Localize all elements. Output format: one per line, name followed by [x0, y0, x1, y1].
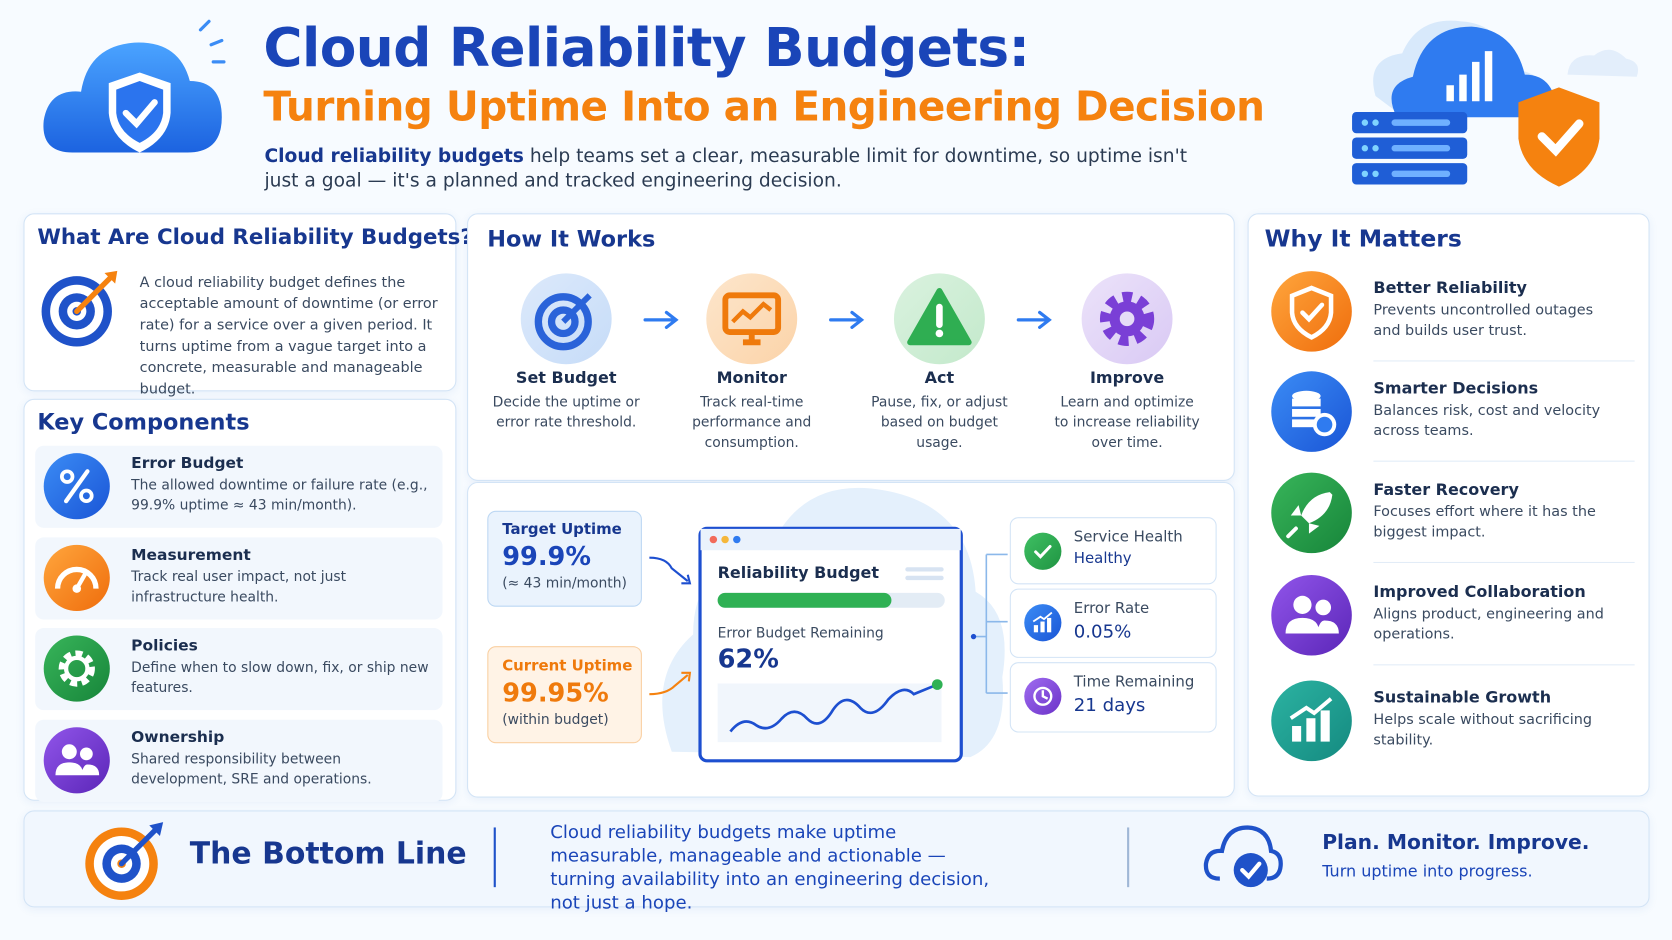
stat-label: Error Rate — [1073, 600, 1150, 618]
component-text: Define when to slow down, fix, or ship n… — [131, 660, 429, 697]
intro: Cloud reliability budgets help teams set… — [264, 145, 1224, 194]
why-title: Faster Recovery — [1373, 479, 1519, 500]
bottom-panel — [23, 810, 1650, 908]
stat-label: Time Remaining — [1073, 673, 1195, 691]
current-label: Current Uptime — [502, 657, 633, 675]
stat-value: 21 days — [1073, 695, 1146, 717]
stat-icon — [1024, 532, 1062, 570]
intro-text: help teams set a clear, measurable limit… — [264, 146, 1188, 192]
separator — [1373, 561, 1635, 564]
step-title: Monitor — [716, 367, 787, 388]
connector-arrows — [649, 556, 692, 696]
bottom-target-icon — [85, 822, 164, 900]
divider — [493, 827, 496, 888]
step-icon — [1081, 273, 1173, 365]
title: Cloud Reliability Budgets: — [263, 17, 1030, 79]
step-title: Improve — [1089, 367, 1165, 388]
what-are-text: A cloud reliability budget defines the a… — [139, 274, 438, 398]
bottom-title: The Bottom Line — [189, 835, 467, 872]
step-text: Pause, fix, or adjust based on budget us… — [871, 394, 1008, 452]
tagline-text: Turn uptime into progress. — [1322, 861, 1533, 881]
why-title: Improved Collaboration — [1373, 582, 1586, 602]
why-title: Why It Matters — [1264, 226, 1462, 253]
why-text: Helps scale without sacrificing stabilit… — [1373, 711, 1593, 749]
budget-window-chrome — [700, 528, 961, 743]
stat-icon — [1024, 677, 1062, 715]
why-text: Aligns product, engineering and operatio… — [1373, 605, 1604, 643]
bottom-text: Cloud reliability budgets make uptime me… — [550, 822, 990, 914]
current-uptime-card — [487, 646, 642, 744]
why-text: Balances risk, cost and velocity across … — [1373, 401, 1601, 440]
separator — [1373, 664, 1635, 666]
step-text: Decide the uptime or error rate threshol… — [492, 394, 640, 431]
why-icon — [1271, 472, 1352, 554]
step-text: Learn and optimize to increase reliabili… — [1054, 394, 1200, 452]
why-text: Prevents uncontrolled outages and builds… — [1373, 301, 1594, 340]
divider — [1127, 827, 1130, 888]
step-arrow — [643, 310, 679, 329]
stat-connectors — [970, 553, 1008, 694]
current-note: (within budget) — [502, 712, 609, 729]
component-icon — [43, 635, 110, 702]
stat-value: 0.05% — [1073, 621, 1132, 643]
target-icon — [41, 270, 118, 347]
step-text: Track real-time performance and consumpt… — [692, 394, 812, 452]
component-title: Ownership — [131, 728, 225, 746]
component-icon — [43, 453, 110, 520]
what-are-title: What Are Cloud Reliability Budgets? — [37, 223, 473, 250]
key-components-title: Key Components — [37, 409, 250, 436]
step-icon — [893, 273, 985, 365]
subtitle: Turning Uptime Into an Engineering Decis… — [263, 83, 1265, 131]
component-icon — [43, 544, 110, 611]
step-title: Set Budget — [515, 367, 617, 388]
why-icon — [1271, 680, 1352, 762]
why-icon — [1271, 371, 1352, 452]
cloud-shield-icon — [43, 19, 226, 153]
cloud-check-icon — [1203, 825, 1283, 888]
why-title: Sustainable Growth — [1373, 687, 1552, 707]
step-arrow — [829, 310, 865, 329]
step-title: Act — [924, 367, 955, 388]
budget-title: Reliability Budget — [717, 563, 880, 583]
how-it-works-title: How It Works — [487, 226, 656, 252]
step-icon — [706, 273, 798, 365]
component-icon — [43, 726, 110, 793]
separator — [1373, 460, 1635, 462]
stat-label: Service Health — [1073, 528, 1183, 546]
target-note: (≈ 43 min/month) — [502, 575, 627, 592]
intro-bold: Cloud reliability budgets — [264, 146, 524, 168]
stat-value: Healthy — [1073, 550, 1132, 568]
current-value: 99.95% — [502, 678, 609, 709]
why-icon — [1271, 271, 1352, 352]
separator — [1373, 360, 1635, 362]
target-uptime-card — [487, 510, 642, 607]
stat-icon — [1024, 604, 1062, 642]
component-text: Shared responsibility between developmen… — [131, 751, 372, 788]
target-value: 99.9% — [502, 541, 592, 572]
why-text: Focuses effort where it has the biggest … — [1373, 503, 1596, 541]
cloud-server-illustration — [1352, 20, 1639, 187]
why-icon — [1271, 574, 1352, 656]
component-title: Error Budget — [131, 455, 244, 473]
step-icon — [520, 273, 612, 365]
tagline-title: Plan. Monitor. Improve. — [1322, 830, 1590, 855]
target-label: Target Uptime — [502, 521, 622, 539]
budget-remaining-label: Error Budget Remaining — [717, 625, 884, 642]
step-arrow — [1016, 310, 1052, 329]
component-title: Policies — [131, 637, 198, 655]
why-title: Better Reliability — [1373, 278, 1527, 298]
budget-remaining-value: 62% — [717, 644, 779, 674]
component-text: Track real user impact, not just infrast… — [131, 568, 347, 606]
component-title: Measurement — [131, 546, 251, 564]
why-title: Smarter Decisions — [1373, 378, 1539, 398]
component-text: The allowed downtime or failure rate (e.… — [131, 477, 428, 514]
